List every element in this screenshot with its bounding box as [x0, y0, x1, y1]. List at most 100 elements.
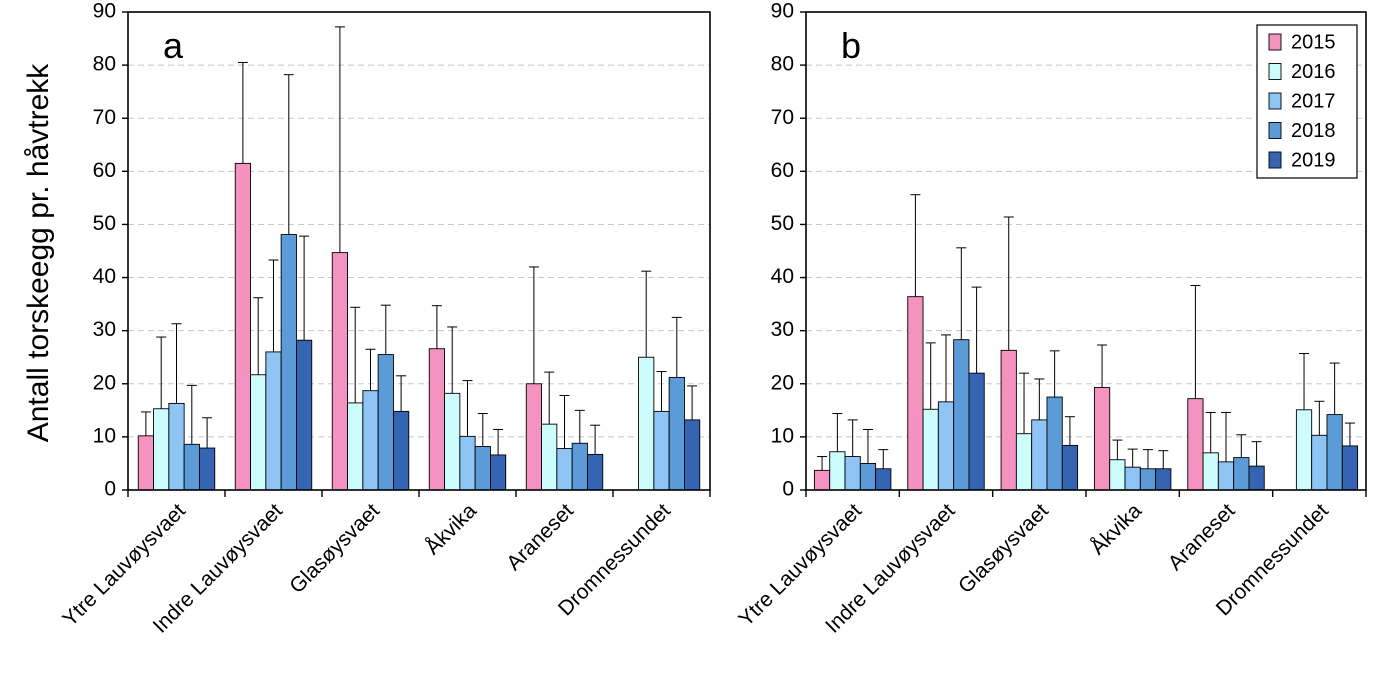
panel-label: a — [163, 25, 184, 66]
bar-2016 — [347, 402, 364, 491]
bar-2016 — [829, 451, 846, 491]
bar-2018 — [183, 443, 200, 491]
bar-2015 — [907, 296, 924, 491]
bar-2015 — [428, 348, 446, 491]
y-tick-label: 20 — [771, 371, 794, 394]
bar-2017 — [265, 351, 282, 491]
bar-2018 — [1326, 414, 1343, 491]
y-tick-label: 40 — [771, 265, 794, 288]
bar-2019 — [393, 410, 410, 491]
y-tick-label: 40 — [93, 265, 116, 288]
y-tick-label: 80 — [771, 53, 794, 76]
bar-2017 — [168, 402, 185, 491]
bar-2017 — [653, 410, 670, 491]
legend-swatch-2019 — [1268, 151, 1282, 169]
legend: 2015 2016 2017 2018 2019 — [1256, 24, 1358, 179]
x-category-label: Glasøysvaet — [285, 499, 384, 598]
bar-2019 — [968, 372, 985, 491]
y-tick-label: 0 — [782, 478, 794, 501]
bar-2016 — [541, 423, 558, 491]
y-tick-label: 50 — [93, 212, 116, 235]
legend-swatch-2018 — [1268, 122, 1282, 139]
legend-label-2018: 2018 — [1291, 120, 1336, 142]
y-tick-label: 80 — [93, 53, 116, 76]
bar-2015 — [234, 162, 252, 491]
y-tick-label: 70 — [93, 106, 116, 129]
y-tick-label: 30 — [771, 318, 794, 341]
bar-2017 — [1311, 434, 1328, 491]
bar-2015 — [137, 435, 155, 491]
legend-label-2016: 2016 — [1291, 61, 1336, 83]
y-tick-label: 90 — [771, 0, 794, 23]
legend-label-2017: 2017 — [1291, 90, 1336, 112]
legend-label-2019: 2019 — [1291, 149, 1336, 171]
bar-2017 — [556, 448, 573, 491]
bar-2016 — [250, 374, 267, 491]
bar-2017 — [937, 401, 955, 491]
y-tick-label: 30 — [93, 318, 116, 341]
bar-2016 — [922, 408, 939, 491]
bar-2018 — [859, 462, 877, 491]
legend-swatch-2015 — [1268, 33, 1282, 51]
bar-2018 — [1046, 396, 1063, 491]
bar-2019 — [875, 468, 892, 491]
plot-frame — [127, 11, 711, 491]
bar-2019 — [296, 339, 313, 491]
y-tick-label: 90 — [93, 0, 116, 23]
bar-2015 — [1093, 387, 1111, 491]
bar-2016 — [1295, 409, 1313, 491]
bar-2018 — [377, 354, 394, 491]
y-tick-label: 60 — [93, 159, 116, 182]
bar-2016 — [1015, 433, 1033, 491]
legend-swatch-2016 — [1268, 63, 1282, 80]
bar-2019 — [490, 454, 507, 491]
bar-2019 — [684, 419, 701, 491]
panel-label: b — [841, 25, 861, 66]
bar-2016 — [1202, 452, 1219, 491]
legend-label-2015: 2015 — [1291, 31, 1336, 53]
bar-2019 — [1155, 468, 1172, 491]
bar-2019 — [587, 453, 604, 491]
x-category-label: Araneset — [502, 499, 578, 575]
bar-2019 — [198, 447, 216, 491]
bar-2017 — [362, 390, 379, 491]
y-tick-label: 0 — [104, 478, 116, 501]
bar-2018 — [1233, 457, 1250, 491]
x-category-label: Araneset — [1164, 499, 1240, 575]
y-tick-label: 50 — [771, 212, 794, 235]
x-category-label: Åkvika — [421, 499, 481, 559]
y-axis-label: Antall torskeegg pr. håvtrekk — [22, 63, 55, 443]
y-tick-label: 10 — [771, 424, 794, 447]
bar-2017 — [1031, 419, 1048, 491]
legend-swatch-2017 — [1268, 92, 1282, 110]
bar-2015 — [525, 383, 543, 491]
y-tick-label: 20 — [93, 371, 116, 394]
bar-2016 — [153, 408, 170, 491]
bar-2018 — [280, 234, 297, 491]
bar-2018 — [953, 339, 970, 491]
bar-2015 — [331, 252, 349, 491]
x-category-label: Åkvika — [1086, 499, 1146, 559]
y-tick-label: 60 — [771, 159, 794, 182]
bar-2018 — [668, 376, 685, 491]
y-tick-label: 70 — [771, 106, 794, 129]
y-tick-label: 10 — [93, 424, 116, 447]
bar-2017 — [1217, 461, 1235, 491]
bar-2019 — [1341, 445, 1359, 491]
bar-2016 — [444, 392, 461, 491]
bar-2015 — [1187, 398, 1204, 491]
bar-2018 — [1139, 468, 1157, 491]
bar-2017 — [844, 456, 861, 491]
bar-2015 — [1000, 349, 1017, 491]
bar-2015 — [813, 469, 831, 491]
bar-2019 — [1248, 465, 1265, 491]
bar-2016 — [638, 356, 655, 491]
bar-2017 — [459, 435, 476, 491]
bar-2019 — [1061, 444, 1079, 491]
x-category-label: Glasøysvaet — [954, 499, 1053, 598]
bar-2018 — [474, 445, 491, 491]
bar-2018 — [571, 442, 588, 491]
